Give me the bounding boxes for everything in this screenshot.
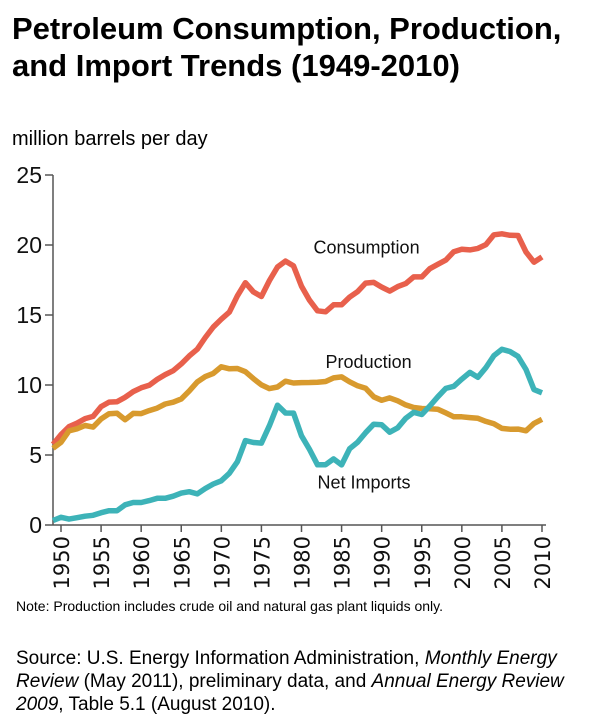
series-line-production: [51, 364, 544, 451]
line-chart: 0 5 10 15 20 25 1950 1955 1960 1965 1970 1975 1980 19…: [16, 162, 555, 589]
x-tick-label: 1990: [371, 536, 395, 589]
x-tick-label: 1960: [130, 536, 154, 589]
x-tick-label: 1975: [250, 536, 274, 589]
series-line-consumption: [50, 231, 544, 447]
source-title-1: Monthly Energy Review: [16, 648, 557, 692]
x-tick-label: 1970: [210, 536, 234, 589]
x-tick-label: 1985: [331, 536, 355, 589]
source-mid: (May 2011), preliminary data, and: [78, 671, 372, 692]
x-tick-label: 2010: [531, 536, 555, 589]
y-tick-label: 10: [16, 372, 42, 398]
series-line-net-imports: [51, 346, 544, 524]
source-suffix: , Table 5.1 (August 2010).: [58, 694, 276, 715]
x-tick-label: 2005: [491, 536, 515, 589]
source-citation: Source: U.S. Energy Information Administ…: [16, 647, 586, 716]
y-tick-label: 0: [29, 512, 42, 538]
x-tick-label: 1965: [170, 536, 194, 589]
y-tick-label: 5: [29, 442, 42, 468]
y-tick-label: 15: [16, 302, 42, 328]
source-prefix: Source: U.S. Energy Information Administ…: [16, 648, 425, 669]
y-axis-unit-label: million barrels per day: [12, 128, 208, 150]
x-tick-label: 1950: [50, 536, 74, 589]
series-label-consumption: Consumption: [314, 237, 420, 257]
footnote: Note: Production includes crude oil and …: [16, 598, 443, 614]
x-tick-label: 1995: [411, 536, 435, 589]
y-tick-label: 25: [16, 162, 42, 188]
source-title-2: Annual Energy Review 2009: [16, 671, 564, 715]
series-labels: Consumption Production Net Imports: [314, 237, 420, 492]
series-label-net-imports: Net Imports: [318, 473, 411, 493]
series-label-production: Production: [326, 352, 412, 372]
x-tick-label: 1980: [291, 536, 315, 589]
y-tick-label: 20: [16, 232, 42, 258]
x-tick-label: 1955: [90, 536, 114, 589]
x-tick-label: 2000: [451, 536, 475, 589]
axes: 0 5 10 15 20 25 1950 1955 1960 1965 1970 1975 1980 19…: [16, 162, 555, 589]
series-group: [50, 231, 544, 524]
chart-title: Petroleum Consumption, Production, and I…: [12, 11, 562, 83]
